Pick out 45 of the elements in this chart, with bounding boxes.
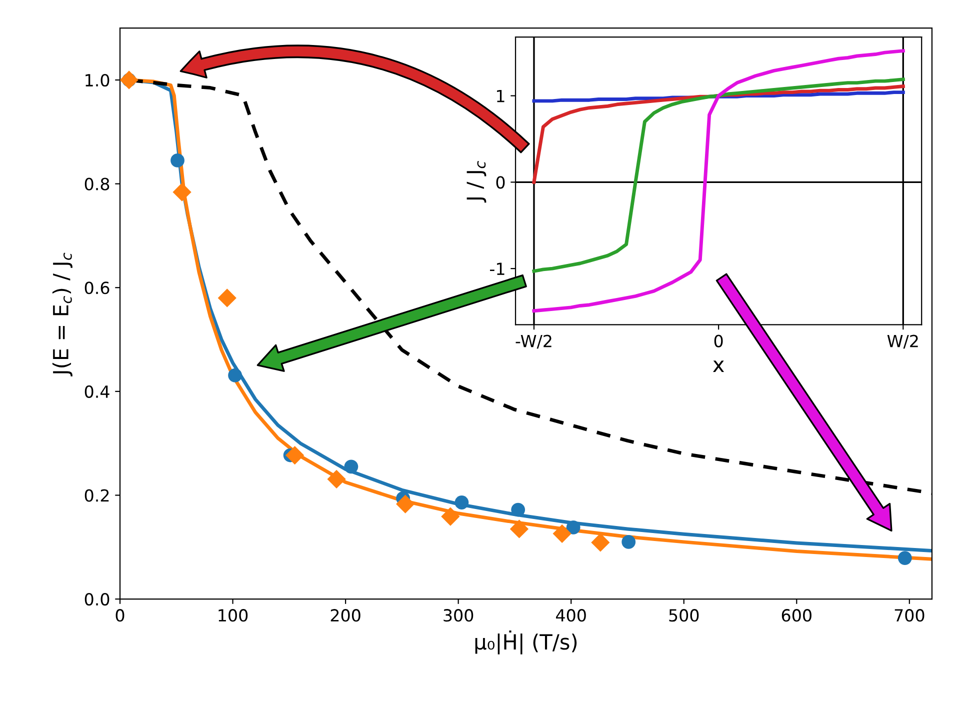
line-series bbox=[532, 84, 905, 184]
y-tick-label: 0.2 bbox=[84, 489, 109, 502]
y-tick-label: 0.4 bbox=[84, 385, 110, 398]
x-tick-label: W/2 bbox=[887, 334, 918, 349]
x-tick-label: 0 bbox=[116, 609, 124, 622]
point bbox=[172, 182, 192, 202]
point bbox=[441, 507, 460, 526]
point bbox=[454, 496, 469, 510]
line-series bbox=[532, 49, 905, 313]
x-tick-label: 500 bbox=[669, 609, 699, 622]
x-tick-label: 100 bbox=[218, 609, 248, 622]
y-tick-label: 0.8 bbox=[84, 178, 110, 190]
x-tick-label: 400 bbox=[556, 609, 586, 622]
y-axis-title: J / J$_{c}$ bbox=[466, 161, 486, 203]
point bbox=[511, 502, 526, 517]
point bbox=[396, 494, 415, 514]
point bbox=[218, 288, 236, 308]
x-axis-title: x bbox=[712, 360, 724, 372]
y-tick-label: 0.6 bbox=[84, 282, 110, 294]
point bbox=[170, 153, 184, 168]
point bbox=[327, 470, 346, 488]
y-tick-label: -1 bbox=[490, 262, 504, 275]
x-tick-label: 700 bbox=[894, 609, 924, 622]
point bbox=[344, 460, 358, 474]
y-tick-label: 0 bbox=[496, 176, 505, 189]
point bbox=[552, 524, 572, 543]
point bbox=[228, 368, 242, 382]
point bbox=[285, 446, 304, 465]
point bbox=[566, 520, 580, 534]
x-tick-label: 0 bbox=[714, 334, 723, 348]
x-axis-title: μ₀|Ḣ| (T/s) bbox=[475, 630, 577, 654]
x-tick-label: 600 bbox=[782, 609, 812, 622]
point bbox=[898, 551, 912, 565]
x-tick-label: 300 bbox=[444, 609, 474, 622]
y-tick-label: 1 bbox=[497, 90, 504, 102]
y-tick-label: 1.0 bbox=[86, 74, 110, 87]
point bbox=[510, 520, 529, 538]
point bbox=[591, 533, 610, 552]
line-series bbox=[532, 78, 905, 273]
x-tick-label: -W/2 bbox=[516, 334, 552, 349]
point bbox=[120, 70, 138, 90]
point bbox=[622, 535, 636, 549]
y-tick-label: 0.0 bbox=[84, 593, 110, 606]
y-axis-title: J(E = E$_{c}$) / J$_{c}$ bbox=[52, 252, 72, 376]
x-tick-label: 200 bbox=[330, 609, 360, 622]
